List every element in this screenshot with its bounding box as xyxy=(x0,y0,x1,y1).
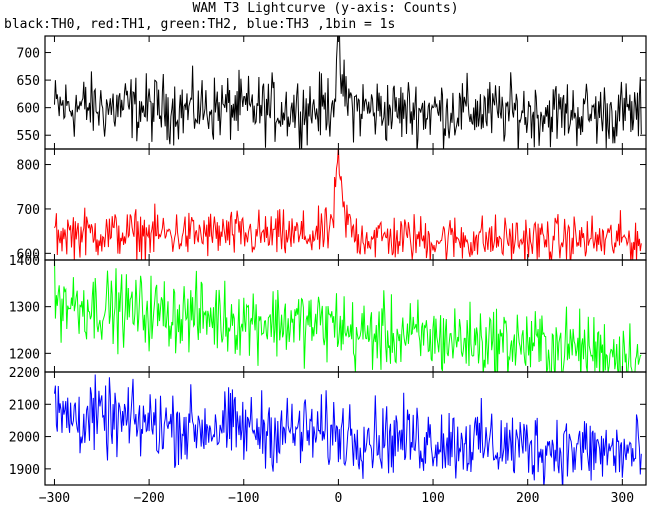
x-tick-label: −300 xyxy=(39,491,70,505)
y-tick-label: 1900 xyxy=(9,463,40,478)
series-line-th2 xyxy=(54,260,642,372)
y-tick-label: 1300 xyxy=(9,301,40,316)
y-tick-label: 2100 xyxy=(9,398,40,413)
chart-subtitle: black:TH0, red:TH1, green:TH2, blue:TH3 … xyxy=(4,17,396,32)
series-line-th3 xyxy=(54,374,642,485)
y-tick-label: 2000 xyxy=(9,431,40,446)
y-tick-label: 700 xyxy=(17,47,40,62)
y-tick-label: 1400 xyxy=(9,254,40,269)
x-tick-label: 100 xyxy=(421,491,444,505)
y-tick-label: 800 xyxy=(17,159,40,174)
y-tick-label: 1200 xyxy=(9,347,40,362)
y-tick-label: 550 xyxy=(17,129,40,144)
x-tick-label: 200 xyxy=(516,491,539,505)
panel-frame xyxy=(44,371,647,486)
x-tick-label: 300 xyxy=(611,491,634,505)
y-tick-label: 700 xyxy=(17,203,40,218)
x-tick-label: −100 xyxy=(228,491,259,505)
y-tick-label: 650 xyxy=(17,74,40,89)
y-tick-label: 600 xyxy=(17,102,40,117)
y-tick-label: 2200 xyxy=(9,366,40,381)
x-tick-label: 0 xyxy=(334,491,342,505)
panel-frame xyxy=(44,148,647,261)
series-line-th1 xyxy=(54,149,642,260)
x-tick-label: −200 xyxy=(133,491,164,505)
y-tick-label: 600 xyxy=(17,247,40,262)
series-line-th0 xyxy=(54,36,642,149)
chart-title: WAM T3 Lightcurve (y-axis: Counts) xyxy=(192,1,459,16)
